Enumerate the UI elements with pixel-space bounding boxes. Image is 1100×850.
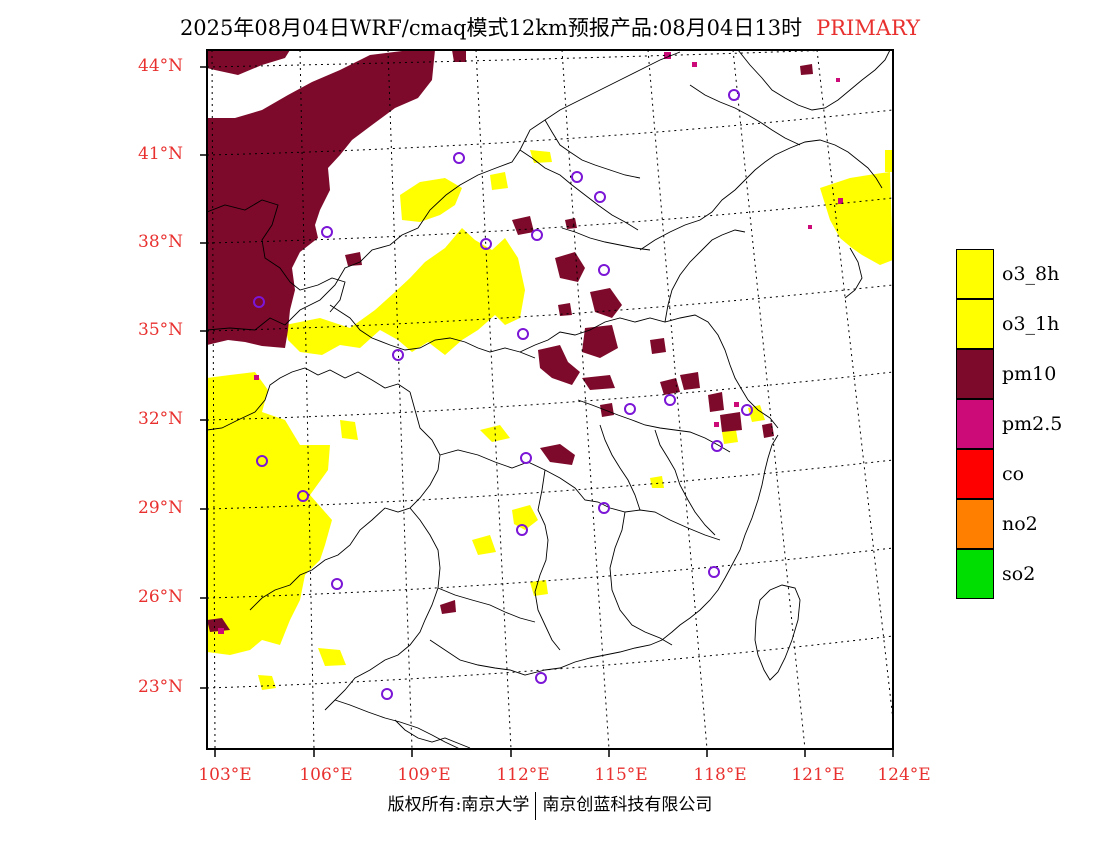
city-marker bbox=[598, 264, 610, 276]
city-marker bbox=[711, 440, 723, 452]
lon-gridlines bbox=[211, 50, 893, 749]
legend-swatch-so2 bbox=[956, 549, 994, 599]
map-border bbox=[206, 49, 894, 750]
legend-label-so2: so2 bbox=[1002, 563, 1036, 585]
footer-right: 南京创蓝科技有限公司 bbox=[542, 795, 713, 815]
city-marker bbox=[741, 404, 753, 416]
pm25-area bbox=[218, 52, 843, 634]
lat-label-44: 44°N bbox=[138, 56, 184, 76]
city-marker bbox=[480, 238, 492, 250]
city-marker bbox=[664, 394, 676, 406]
legend-swatch-o3-8h bbox=[956, 249, 994, 299]
lon-label-106: 106°E bbox=[299, 765, 353, 785]
legend-swatch-pm10 bbox=[956, 349, 994, 399]
city-marker bbox=[624, 403, 636, 415]
legend-swatch-o3-1h bbox=[956, 299, 994, 349]
lat-label-35: 35°N bbox=[138, 320, 184, 340]
legend-label-pm25: pm2.5 bbox=[1002, 413, 1063, 435]
lat-label-26: 26°N bbox=[138, 587, 184, 607]
city-marker bbox=[594, 191, 606, 203]
legend-swatch-no2 bbox=[956, 499, 994, 549]
legend-label-o3-8h: o3_8h bbox=[1002, 263, 1060, 285]
city-marker bbox=[297, 490, 309, 502]
lat-label-38: 38°N bbox=[138, 232, 184, 252]
city-marker bbox=[708, 566, 720, 578]
city-marker bbox=[321, 226, 333, 238]
city-marker bbox=[331, 578, 343, 590]
legend-swatch-pm25 bbox=[956, 399, 994, 449]
lon-label-109: 109°E bbox=[397, 765, 451, 785]
o3-area bbox=[207, 150, 893, 690]
lat-label-29: 29°N bbox=[138, 498, 184, 518]
city-marker bbox=[598, 502, 610, 514]
city-marker bbox=[517, 328, 529, 340]
city-marker bbox=[453, 152, 465, 164]
city-marker bbox=[381, 688, 393, 700]
city-marker bbox=[571, 171, 583, 183]
lon-label-121: 121°E bbox=[791, 765, 845, 785]
lat-label-23: 23°N bbox=[138, 677, 184, 697]
axis-ticks bbox=[200, 66, 894, 757]
city-marker bbox=[535, 672, 547, 684]
footer-left: 版权所有:南京大学 bbox=[387, 795, 530, 815]
legend-label-pm10: pm10 bbox=[1002, 363, 1057, 385]
city-marker bbox=[516, 524, 528, 536]
copyright-footer: 版权所有:南京大学 南京创蓝科技有限公司 bbox=[0, 790, 1100, 820]
lat-label-32: 32°N bbox=[138, 409, 184, 429]
legend-label-co: co bbox=[1002, 463, 1025, 485]
city-markers bbox=[253, 89, 753, 700]
lon-label-124: 124°E bbox=[877, 765, 931, 785]
legend-label-no2: no2 bbox=[1002, 513, 1038, 535]
lon-label-115: 115°E bbox=[594, 765, 648, 785]
title-main: 2025年08月04日WRF/cmaq模式12km预报产品:08月04日13时 bbox=[179, 16, 803, 40]
map-title: 2025年08月04日WRF/cmaq模式12km预报产品:08月04日13时 P… bbox=[0, 12, 1100, 42]
city-marker bbox=[256, 455, 268, 467]
lat-label-41: 41°N bbox=[138, 144, 184, 164]
lon-label-112: 112°E bbox=[496, 765, 550, 785]
city-marker bbox=[520, 452, 532, 464]
city-marker bbox=[253, 296, 265, 308]
city-marker bbox=[728, 89, 740, 101]
legend-swatch-co bbox=[956, 449, 994, 499]
lon-label-103: 103°E bbox=[198, 765, 252, 785]
pm10-area bbox=[207, 50, 813, 632]
title-tag: PRIMARY bbox=[816, 16, 921, 40]
city-marker bbox=[392, 349, 404, 361]
legend-label-o3-1h: o3_1h bbox=[1002, 313, 1060, 335]
footer-separator bbox=[535, 791, 537, 820]
lon-label-118: 118°E bbox=[693, 765, 747, 785]
city-marker bbox=[531, 229, 543, 241]
province-boundaries bbox=[207, 50, 891, 749]
